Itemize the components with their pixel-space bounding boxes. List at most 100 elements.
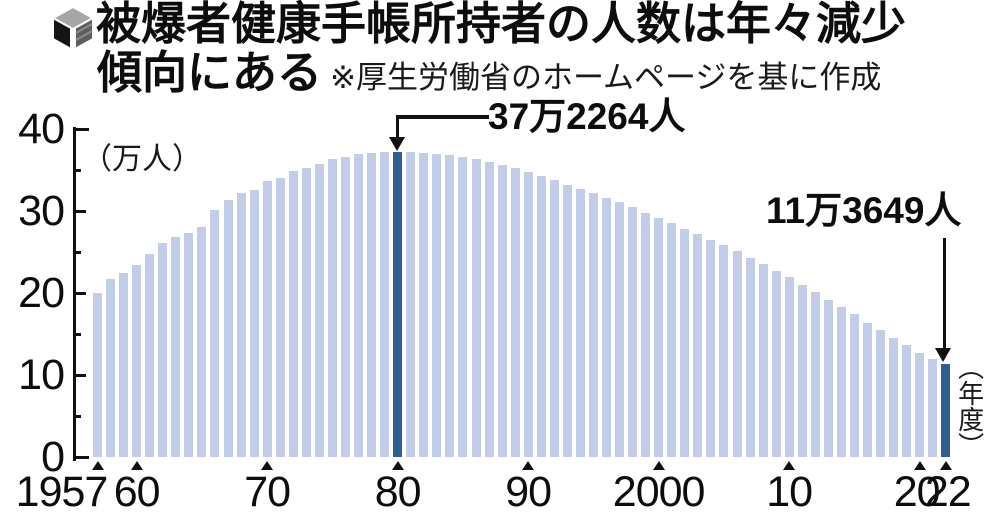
bar	[732, 251, 742, 457]
bar	[693, 234, 703, 457]
y-axis-tick-label: 30	[18, 186, 65, 235]
bar	[471, 159, 481, 457]
bar	[510, 168, 520, 457]
y-axis-major-tick	[73, 291, 86, 295]
latest-annotation-arrowhead-icon	[935, 348, 951, 362]
bar	[341, 157, 350, 457]
peak-annotation-arrowhead-icon	[389, 137, 405, 151]
chart-title-line1: 被爆者健康手帳所持者の人数は年々減少	[96, 0, 907, 49]
y-axis-minor-tick	[73, 168, 81, 172]
peak-annotation-label: 37万2264人	[488, 96, 686, 137]
bar	[367, 153, 377, 457]
bar	[876, 330, 885, 457]
bar	[432, 154, 442, 457]
bar	[288, 171, 298, 457]
bar	[249, 190, 259, 457]
x-axis-unit-label: （年度）	[954, 354, 985, 458]
bar	[275, 178, 285, 457]
bar	[314, 164, 324, 457]
bar	[458, 157, 468, 457]
x-axis-marker-triangle	[522, 461, 535, 470]
y-axis-tick-label: 0	[41, 432, 65, 481]
bar	[863, 323, 872, 457]
x-axis-tick-label: 10	[766, 468, 813, 513]
bar	[301, 168, 311, 457]
y-axis-unit-label: （万人）	[82, 143, 202, 176]
bar	[327, 159, 337, 457]
bar-highlighted	[393, 152, 403, 457]
x-axis-marker-triangle	[652, 461, 665, 470]
y-axis-major-tick	[73, 373, 86, 377]
x-axis-tick-label: 2000	[612, 468, 706, 513]
peak-annotation-leader-line	[397, 115, 489, 119]
bar	[132, 265, 142, 457]
chart-title-line2: 傾向にある	[97, 47, 323, 98]
bar	[380, 152, 390, 457]
bar	[210, 210, 220, 457]
bar	[354, 154, 363, 457]
y-axis-tick-label: 40	[18, 104, 65, 153]
bar	[419, 153, 429, 457]
x-axis-tick-label: 70	[244, 468, 291, 513]
bar	[615, 202, 624, 457]
bar	[549, 180, 559, 457]
x-axis-marker-triangle	[91, 461, 104, 470]
latest-annotation-label: 11万3649人	[766, 190, 962, 231]
bar	[667, 223, 677, 457]
y-axis-major-tick	[73, 209, 86, 213]
bar	[836, 307, 846, 457]
bar	[223, 200, 233, 457]
bar	[902, 345, 912, 457]
bar	[197, 227, 207, 457]
bar	[706, 240, 716, 457]
x-axis-marker-triangle	[391, 461, 404, 470]
latest-annotation-arrow-line	[942, 238, 946, 348]
bar	[915, 353, 925, 457]
x-axis-marker-triangle	[130, 461, 143, 470]
bar	[680, 229, 690, 457]
y-axis-tick-label: 20	[18, 268, 65, 317]
bar	[158, 243, 168, 457]
bar	[628, 207, 638, 457]
bar	[497, 165, 507, 457]
y-axis-tick-label: 10	[18, 350, 65, 399]
bar	[849, 314, 859, 457]
bar	[484, 162, 494, 457]
y-axis-minor-tick	[73, 332, 81, 336]
bar	[641, 213, 651, 457]
bar	[654, 218, 664, 457]
bar	[823, 300, 833, 457]
bar	[758, 264, 768, 457]
x-axis-tick-label: 20	[893, 468, 941, 513]
bar	[236, 193, 246, 457]
bar	[602, 198, 611, 457]
bar	[745, 258, 755, 457]
x-axis-tick-label: 90	[505, 468, 552, 513]
y-axis-minor-tick	[73, 414, 81, 418]
bar	[523, 172, 533, 457]
x-axis-marker-triangle	[939, 461, 952, 470]
x-axis-marker-triangle	[783, 461, 796, 470]
source-note: ※厚生労働省のホームページを基に作成	[330, 60, 882, 95]
x-axis-tick-label: 22	[924, 468, 972, 513]
bar	[262, 181, 272, 457]
bar	[406, 152, 416, 457]
peak-annotation-leader-drop	[395, 115, 399, 139]
bar	[719, 245, 729, 457]
cube-icon	[50, 6, 96, 50]
y-axis-minor-tick	[73, 250, 81, 254]
bar	[536, 176, 546, 457]
y-axis-major-tick	[73, 127, 89, 131]
bar	[889, 338, 899, 457]
bar	[171, 237, 181, 457]
bar	[119, 273, 129, 457]
x-axis-tick-label: 1957	[15, 468, 109, 513]
y-axis-major-tick	[73, 455, 89, 459]
bar	[93, 293, 102, 457]
bar	[106, 279, 115, 457]
x-axis-marker-triangle	[261, 461, 274, 470]
bar	[810, 292, 820, 457]
bar	[575, 189, 585, 457]
bar	[145, 254, 155, 457]
